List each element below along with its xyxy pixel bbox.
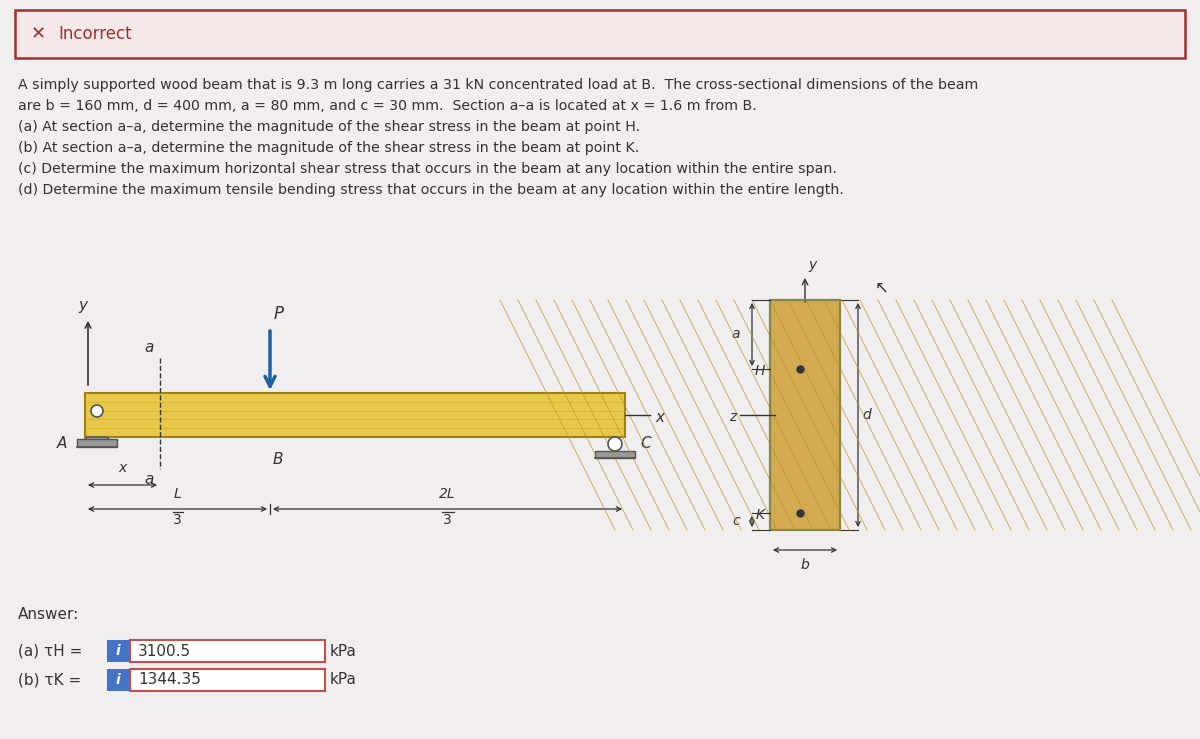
Text: 3: 3	[173, 513, 182, 527]
Text: b: b	[800, 558, 809, 572]
Text: x: x	[655, 409, 664, 424]
Text: (b) At section a–a, determine the magnitude of the shear stress in the beam at p: (b) At section a–a, determine the magnit…	[18, 141, 640, 155]
Text: 2L: 2L	[439, 487, 456, 501]
Bar	[85, 393, 625, 437]
FancyBboxPatch shape	[107, 640, 130, 662]
Text: H: H	[755, 364, 766, 378]
Text: y: y	[808, 258, 816, 272]
Text: x: x	[119, 461, 127, 475]
Text: L: L	[174, 487, 181, 501]
Text: ↖: ↖	[875, 278, 889, 296]
Bar	[130, 669, 325, 691]
Text: i: i	[115, 673, 120, 687]
Text: z: z	[728, 410, 736, 424]
Text: P: P	[274, 305, 284, 323]
Text: C: C	[640, 435, 650, 451]
Text: i: i	[115, 644, 120, 658]
Bar	[77, 439, 118, 447]
Text: B: B	[274, 452, 283, 467]
Text: A: A	[56, 435, 67, 451]
Text: 3100.5: 3100.5	[138, 644, 191, 658]
Bar	[595, 451, 635, 458]
FancyBboxPatch shape	[107, 669, 130, 691]
Text: (d) Determine the maximum tensile bending stress that occurs in the beam at any : (d) Determine the maximum tensile bendin…	[18, 183, 844, 197]
Text: a: a	[145, 340, 154, 355]
Polygon shape	[83, 437, 112, 441]
Bar	[130, 640, 325, 662]
Circle shape	[608, 437, 622, 451]
Bar	[770, 300, 840, 530]
Text: are b = 160 mm, d = 400 mm, a = 80 mm, and c = 30 mm.  Section a–a is located at: are b = 160 mm, d = 400 mm, a = 80 mm, a…	[18, 99, 757, 113]
Text: 1344.35: 1344.35	[138, 672, 200, 687]
Text: (c) Determine the maximum horizontal shear stress that occurs in the beam at any: (c) Determine the maximum horizontal she…	[18, 162, 836, 176]
Text: a: a	[145, 472, 154, 487]
Text: d: d	[862, 408, 871, 422]
Text: y: y	[78, 298, 88, 313]
Text: (b) τK =: (b) τK =	[18, 672, 82, 687]
FancyBboxPatch shape	[14, 10, 1186, 58]
Text: c: c	[732, 514, 740, 528]
Text: kPa: kPa	[330, 672, 356, 687]
Circle shape	[91, 405, 103, 417]
Text: Incorrect: Incorrect	[58, 25, 132, 43]
Text: K: K	[756, 508, 766, 522]
Text: kPa: kPa	[330, 644, 356, 658]
Text: (a) At section a–a, determine the magnitude of the shear stress in the beam at p: (a) At section a–a, determine the magnit…	[18, 120, 640, 134]
Text: (a) τH =: (a) τH =	[18, 644, 83, 658]
Text: A simply supported wood beam that is 9.3 m long carries a 31 kN concentrated loa: A simply supported wood beam that is 9.3…	[18, 78, 978, 92]
Bar	[770, 300, 840, 530]
Text: Answer:: Answer:	[18, 607, 79, 622]
Text: 3: 3	[443, 513, 452, 527]
Text: a: a	[732, 327, 740, 341]
Text: ✕: ✕	[30, 25, 46, 43]
